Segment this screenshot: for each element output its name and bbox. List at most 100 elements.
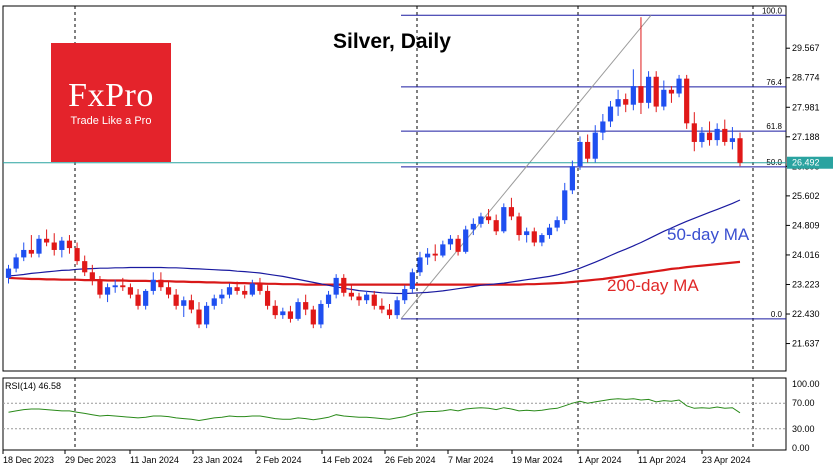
candle: [607, 100, 614, 128]
date-tick-label: 19 Mar 2024: [512, 455, 563, 465]
date-tick-label: 23 Jan 2024: [193, 455, 243, 465]
rsi-tick-label: 70.00: [792, 398, 815, 408]
candle: [478, 212, 484, 228]
candle: [516, 212, 522, 241]
candle-body: [150, 279, 156, 291]
fib-level-label: 100.0: [762, 6, 783, 15]
candle: [303, 294, 309, 316]
candle-body: [51, 242, 57, 250]
candle-body: [356, 296, 362, 301]
candle-body: [546, 227, 553, 236]
candle-body: [706, 132, 713, 141]
candle-body: [257, 283, 263, 291]
candle-body: [165, 287, 172, 295]
candle-body: [44, 238, 50, 243]
date-tick-label: 2 Feb 2024: [256, 455, 302, 465]
candle: [638, 17, 644, 115]
ma50-label: 50-day MA: [667, 225, 750, 244]
candle: [722, 119, 728, 146]
candle-body: [600, 121, 606, 133]
price-tick-label: 27.981: [792, 102, 820, 112]
candle: [394, 296, 400, 319]
candle-body: [371, 294, 377, 306]
candle-body: [219, 294, 225, 299]
fib-trend-line: [400, 14, 652, 320]
price-tick-label: 23.223: [792, 279, 820, 289]
candle: [402, 285, 408, 304]
candle-body: [440, 244, 446, 256]
ma200-line: [8, 260, 741, 286]
candle: [295, 298, 301, 321]
candle-body: [668, 89, 675, 94]
candle-body: [630, 86, 636, 105]
candle-body: [684, 78, 690, 124]
candle: [386, 303, 393, 319]
candle-body: [661, 89, 667, 107]
candle-body: [234, 287, 240, 291]
candle: [623, 93, 629, 113]
candle-body: [28, 249, 34, 254]
candle-body: [264, 290, 271, 306]
candle-body: [135, 294, 141, 306]
logo-tagline: Trade Like a Pro: [70, 115, 152, 127]
candle: [249, 279, 255, 297]
candle: [196, 302, 202, 329]
candle-body: [36, 238, 42, 254]
candle-body: [417, 257, 423, 273]
rsi-tick-label: 0.00: [792, 443, 810, 453]
main-panel-border: [2, 5, 787, 372]
candle-body: [127, 287, 134, 295]
candle: [706, 121, 713, 146]
candle: [661, 80, 667, 111]
candle: [242, 285, 248, 299]
candle: [204, 302, 210, 329]
candle: [173, 289, 179, 310]
candle-body: [463, 229, 469, 252]
rsi-line: [8, 398, 741, 422]
candle: [82, 255, 88, 277]
candle: [257, 277, 263, 295]
price-axis: 29.56728.77427.98127.18826.39525.60224.8…: [786, 43, 833, 349]
candle: [470, 218, 476, 236]
candle-body: [447, 238, 454, 245]
candle-body: [676, 78, 682, 94]
candle-body: [501, 207, 507, 232]
candle: [120, 277, 126, 291]
candle-body: [310, 309, 316, 325]
current-price-label: 26.492: [792, 158, 820, 168]
candle: [569, 160, 575, 195]
rsi-panel-border: [2, 377, 787, 451]
candle: [364, 290, 370, 304]
candle-body: [493, 220, 499, 232]
candle: [341, 274, 347, 297]
price-tick-label: 25.602: [792, 191, 820, 201]
candle: [554, 216, 560, 232]
candle: [417, 251, 423, 277]
date-tick-label: 23 Apr 2024: [702, 455, 751, 465]
candle-body: [729, 138, 735, 142]
candle: [264, 285, 271, 310]
candle: [432, 244, 438, 262]
candle: [28, 235, 34, 258]
candle-body: [333, 277, 339, 295]
candle: [59, 236, 65, 258]
candle: [158, 272, 164, 291]
candle: [333, 274, 339, 299]
candle: [280, 307, 286, 319]
candle-body: [112, 285, 118, 288]
candle: [74, 242, 80, 265]
candle-body: [104, 287, 111, 295]
date-tick-label: 18 Dec 2023: [3, 455, 54, 465]
candle-body: [379, 305, 385, 310]
candle: [188, 294, 194, 314]
candle: [562, 182, 568, 224]
candle-body: [272, 305, 278, 316]
candle: [150, 272, 156, 295]
candle-body: [699, 132, 705, 142]
rsi-panel: 100.00 70.00 30.00 0.00: [3, 379, 820, 453]
candle-body: [120, 285, 126, 288]
candle: [310, 305, 316, 329]
candle-body: [585, 141, 591, 159]
candle: [684, 74, 690, 129]
price-tick-label: 24.016: [792, 250, 820, 260]
